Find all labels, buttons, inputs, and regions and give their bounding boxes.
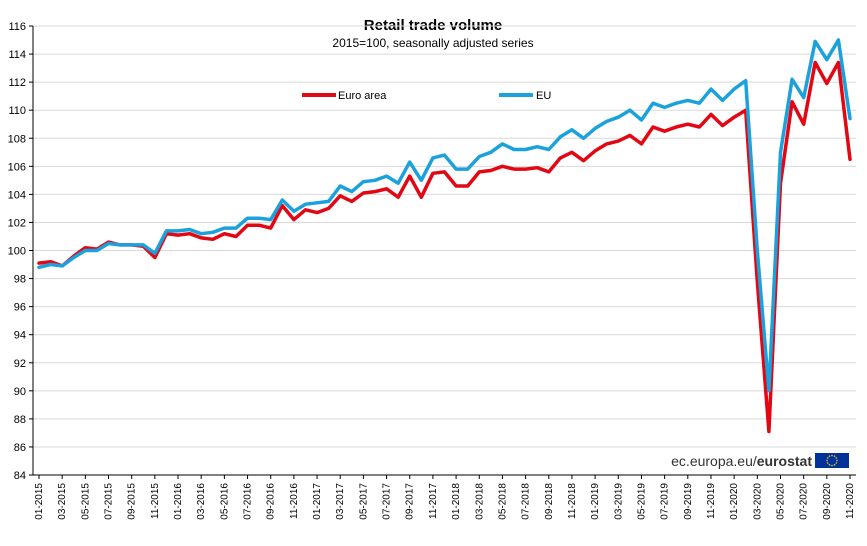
y-tick-label: 98: [14, 274, 26, 286]
y-tick-label: 116: [8, 21, 26, 33]
x-tick-label: 11-2019: [706, 483, 717, 519]
y-tick-label: 102: [8, 217, 26, 229]
y-tick-label: 90: [14, 386, 26, 398]
flag-star: [833, 464, 836, 466]
series-line-euro-area: [37, 60, 852, 434]
x-tick-label: 07-2017: [382, 483, 393, 520]
x-tick-label: 09-2016: [266, 483, 277, 520]
x-tick-label: 07-2018: [521, 483, 532, 520]
x-tick-label: 07-2015: [104, 483, 115, 520]
y-tick-label: 112: [8, 77, 26, 89]
flag-star: [828, 455, 831, 457]
y-tick-label: 100: [8, 246, 26, 258]
x-tick-label: 03-2018: [474, 483, 485, 520]
x-tick-label: 11-2017: [428, 483, 439, 519]
x-tick-label: 03-2017: [335, 483, 346, 520]
x-tick-label: 03-2019: [613, 483, 624, 520]
flag-star: [826, 459, 828, 462]
x-tick-label: 05-2019: [636, 483, 647, 520]
flag-star: [831, 454, 833, 457]
y-tick-label: 92: [14, 358, 26, 370]
x-tick-label: 05-2016: [219, 483, 230, 520]
x-tick-label: 01-2019: [590, 483, 601, 520]
x-tick-label: 09-2020: [822, 483, 833, 520]
gridlines: [33, 25, 856, 476]
x-tick-label: 11-2015: [150, 483, 161, 519]
y-tick-label: 96: [14, 302, 26, 314]
x-tick-label: 09-2018: [544, 483, 555, 520]
chart-subtitle: 2015=100, seasonally adjusted series: [332, 36, 533, 50]
flag-star: [826, 462, 829, 464]
x-tick-label: 09-2019: [683, 483, 694, 520]
legend: Euro area EU: [302, 90, 551, 102]
x-tick-label: 03-2015: [57, 483, 68, 520]
eu-flag-icon: [815, 453, 849, 468]
y-tick-label: 108: [8, 133, 26, 145]
x-tick-label: 01-2017: [312, 483, 323, 520]
legend-label-euro-area: Euro area: [338, 90, 387, 102]
flag-star: [835, 457, 838, 459]
x-tick-label: 01-2016: [173, 483, 184, 520]
y-tick-label: 110: [8, 105, 26, 117]
x-tick-label: 01-2015: [34, 483, 45, 520]
y-axis: 84 86 88 90 92 94 96 98 100 102 104 106 108 110 112 114…: [8, 21, 34, 482]
flag-star: [833, 455, 836, 457]
flag-star: [826, 457, 829, 459]
y-tick-label: 106: [8, 161, 26, 173]
x-tick-label: 07-2019: [660, 483, 671, 520]
x-tick-label: 05-2020: [775, 483, 786, 520]
flag-star: [831, 464, 833, 467]
y-tick-label: 94: [14, 330, 26, 342]
x-tick-label: 03-2016: [196, 483, 207, 520]
flag-star: [836, 459, 838, 462]
x-tick-label: 01-2018: [451, 483, 462, 520]
y-tick-label: 104: [8, 189, 26, 201]
x-tick-label: 03-2020: [752, 483, 763, 520]
x-tick-label: 05-2017: [358, 483, 369, 520]
series-lines: [37, 38, 852, 434]
x-tick-label: 11-2018: [567, 483, 578, 519]
source-brand: eurostat: [757, 453, 813, 469]
x-tick-label: 05-2015: [80, 483, 91, 520]
x-axis: 01-2015 03-2015 05-2015 07-2015 09-2015 11-20…: [33, 474, 856, 520]
flag-star: [828, 464, 831, 466]
series-line-eu: [37, 38, 852, 393]
x-tick-label: 11-2020: [845, 483, 856, 519]
x-tick-label: 09-2015: [127, 483, 138, 520]
flag-star: [835, 462, 838, 464]
x-tick-label: 07-2020: [799, 483, 810, 520]
source-credit: ec.europa.eu/eurostat: [660, 449, 858, 471]
x-tick-label: 05-2018: [497, 483, 508, 520]
legend-label-eu: EU: [536, 90, 551, 102]
y-tick-label: 84: [14, 470, 26, 482]
source-url: ec.europa.eu/: [671, 453, 757, 469]
y-tick-label: 88: [14, 414, 26, 426]
x-tick-label: 07-2016: [243, 483, 254, 520]
x-tick-label: 11-2016: [289, 483, 300, 519]
y-tick-label: 114: [8, 49, 26, 61]
x-tick-label: 09-2017: [405, 483, 416, 520]
x-tick-label: 01-2020: [729, 483, 740, 520]
y-tick-label: 86: [14, 442, 26, 454]
source-text: ec.europa.eu/eurostat: [671, 453, 812, 469]
